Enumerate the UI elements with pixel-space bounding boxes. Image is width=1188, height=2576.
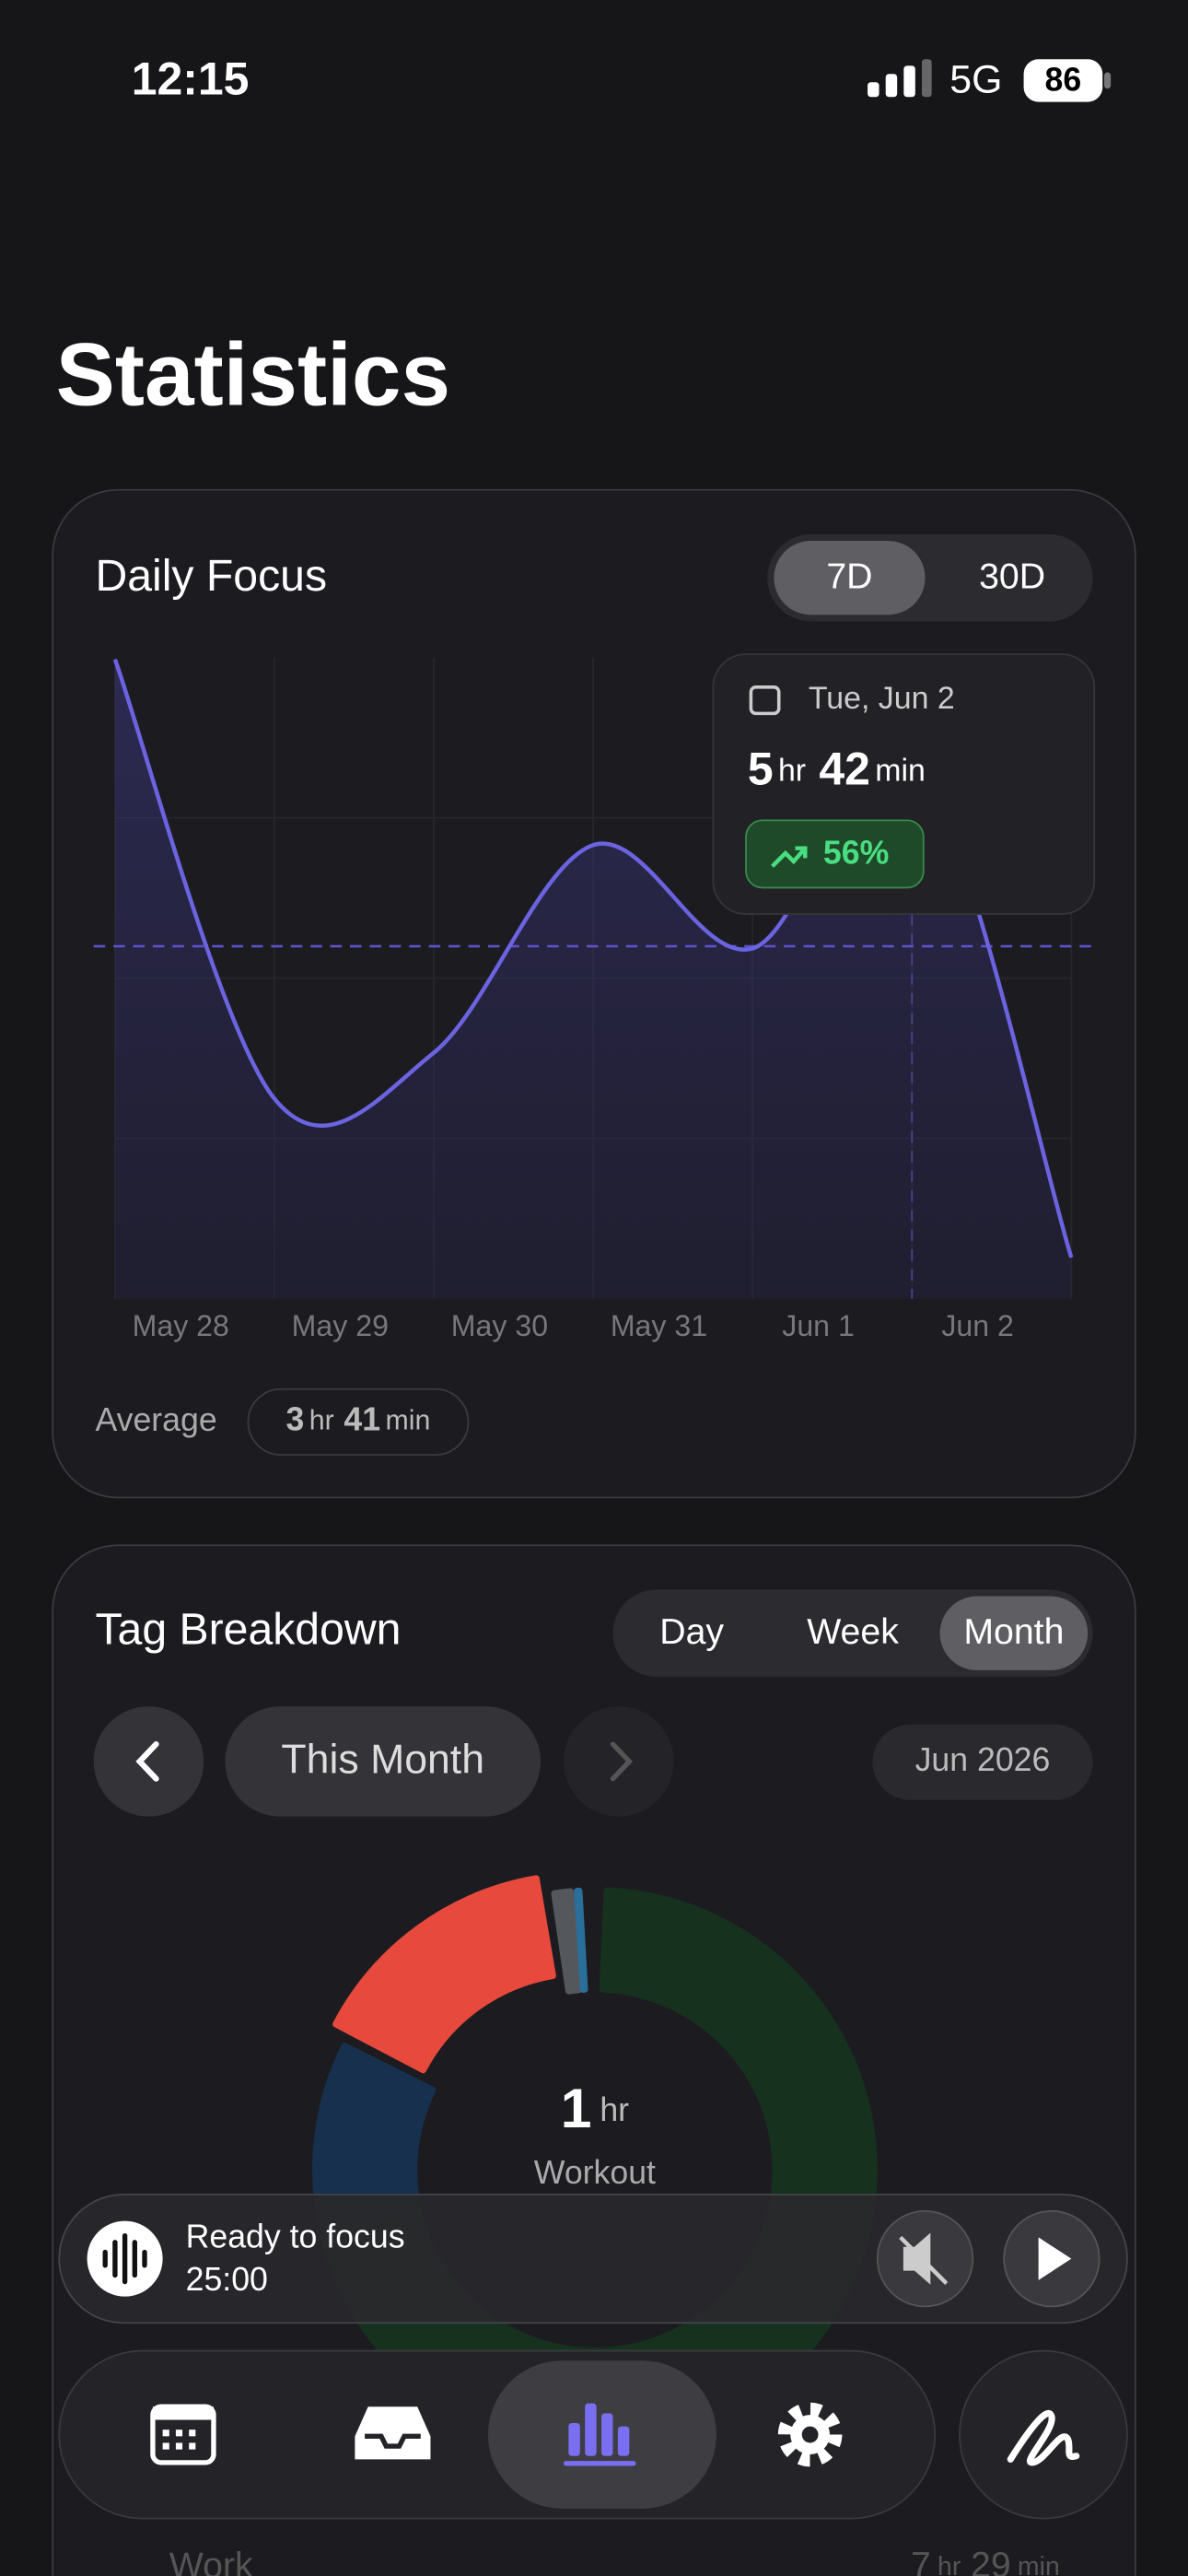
duration-part: 5 — [748, 744, 774, 795]
tab-label: 7D — [826, 556, 872, 596]
settings-tab[interactable] — [777, 2402, 843, 2467]
donut-segment — [332, 1875, 556, 2074]
card-title: Tag Breakdown — [95, 1605, 401, 1655]
x-tick-label: Jun 2 — [941, 1309, 1014, 1342]
period-label: This Month — [281, 1738, 484, 1783]
trend-icon — [771, 846, 808, 868]
tag-duration: 7 hr 29 min — [911, 2545, 1060, 2576]
duration-part: 3 — [286, 1401, 305, 1438]
signal-icon — [868, 59, 932, 98]
x-tick-label: May 30 — [451, 1309, 548, 1342]
x-tick-label: Jun 1 — [782, 1309, 855, 1342]
tab-label: Month — [963, 1611, 1064, 1652]
scribble-icon — [1007, 2410, 1080, 2466]
battery-tip — [1104, 72, 1112, 89]
tag-name: Work — [169, 2545, 253, 2576]
focus-timer: 25:00 — [186, 2261, 268, 2298]
tooltip-date: Tue, Jun 2 — [809, 681, 955, 716]
tab-active[interactable] — [774, 541, 926, 615]
tab-label: Week — [807, 1611, 899, 1652]
change-label: 56% — [823, 834, 889, 871]
month-label: Jun 2026 — [915, 1741, 1051, 1778]
tab-active[interactable] — [939, 1596, 1089, 1670]
calendar-icon — [749, 685, 781, 716]
chevron-right — [610, 1741, 634, 1782]
duration-part: 42 — [819, 744, 870, 795]
page-title: Statistics — [56, 325, 450, 424]
stats-tab — [563, 2403, 636, 2466]
period-pill — [225, 1706, 542, 1817]
waveform — [102, 2232, 147, 2285]
average-label: Average — [95, 1401, 216, 1438]
center-tag: Workout — [534, 2154, 656, 2191]
duration-part: min — [385, 1405, 430, 1435]
x-tick-label: May 29 — [292, 1309, 389, 1342]
donut-segment — [312, 2043, 437, 2231]
average-pill — [247, 1388, 470, 1456]
x-tick-label: May 28 — [133, 1309, 229, 1342]
focus-status: Ready to focus — [186, 2219, 405, 2255]
network: 5G — [949, 58, 1002, 102]
average-value: 3 hr 41 min — [286, 1401, 431, 1438]
area — [114, 659, 1072, 1299]
tab-label: Day — [659, 1611, 724, 1652]
tab-label: 30D — [979, 556, 1045, 596]
battery — [1023, 59, 1103, 102]
card-title: Daily Focus — [95, 551, 327, 601]
mute-icon — [899, 2232, 949, 2285]
prev-button[interactable] — [93, 1706, 204, 1817]
status-time: 12:15 — [132, 53, 250, 104]
change-pill — [745, 819, 925, 889]
x-tick-label: May 31 — [611, 1309, 707, 1342]
duration-part: hr — [309, 1405, 334, 1435]
center-duration: 1 hr — [561, 2077, 629, 2139]
donut-segment — [551, 1888, 583, 1995]
calendar-tab[interactable] — [150, 2404, 216, 2465]
tooltip-duration: 5 hr 42 min — [748, 744, 926, 795]
duration-part: 41 — [344, 1401, 380, 1438]
focus-bar[interactable] — [58, 2194, 1128, 2324]
chevron-left — [135, 1741, 159, 1782]
battery-level: 86 — [1045, 62, 1082, 99]
duration-part: min — [875, 754, 926, 789]
next-button[interactable] — [563, 1706, 674, 1817]
donut-segment — [574, 1887, 588, 1993]
play-icon — [1038, 2237, 1072, 2280]
inbox-tab[interactable] — [355, 2406, 431, 2460]
month-pill — [872, 1724, 1093, 1800]
duration-part: hr — [778, 754, 806, 789]
